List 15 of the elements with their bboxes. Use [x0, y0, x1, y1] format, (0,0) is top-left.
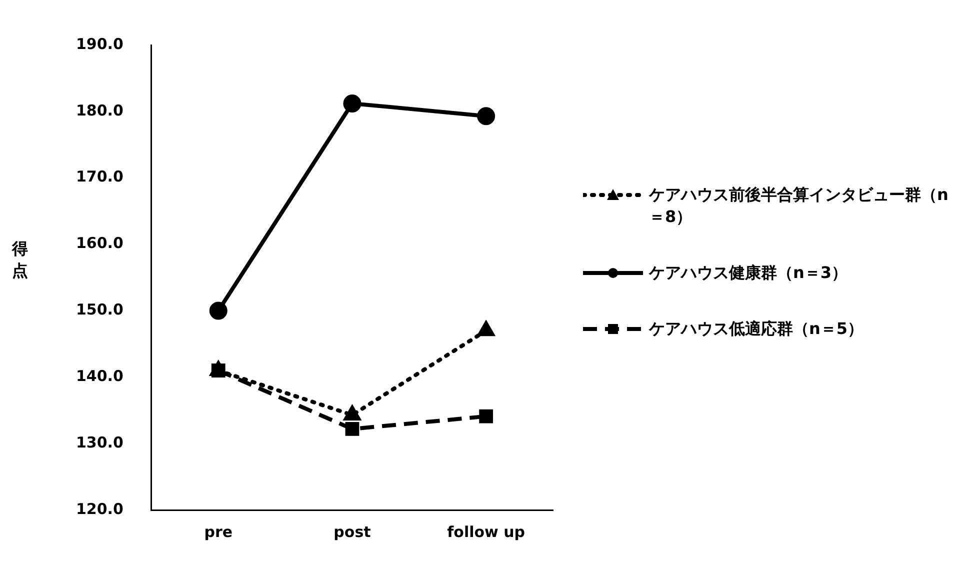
legend-label: ケアハウス健康群（n＝3） — [649, 262, 849, 284]
y-tick-label: 180.0 — [76, 101, 124, 120]
y-tick-label: 170.0 — [76, 168, 124, 186]
x-tick-label: pre — [204, 522, 233, 541]
y-tick-label: 190.0 — [76, 34, 124, 53]
x-tick-label: post — [334, 522, 371, 541]
y-tick-label: 140.0 — [76, 367, 124, 386]
y-axis-title: 得点 — [12, 238, 29, 282]
y-tick-label: 150.0 — [76, 300, 124, 319]
y-tick-label: 130.0 — [76, 433, 124, 452]
legend-label: ケアハウス前後半合算インタビュー群（n＝8） — [649, 184, 949, 228]
y-tick-label: 120.0 — [76, 500, 124, 518]
x-tick-label: follow up — [447, 522, 526, 541]
legend-label: ケアハウス低適応群（n＝5） — [649, 318, 865, 340]
y-tick-label: 160.0 — [76, 234, 124, 252]
